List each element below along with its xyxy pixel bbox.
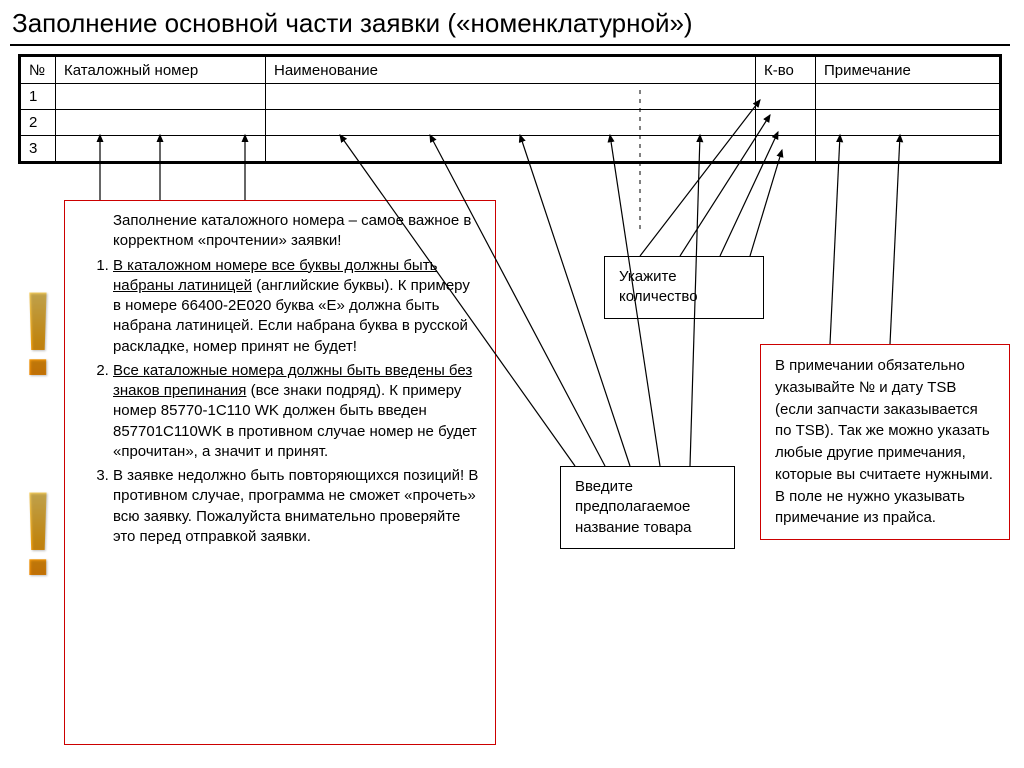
cell-name (266, 84, 756, 110)
table-row: 2 (20, 110, 1001, 136)
table-header-row: № Каталожный номер Наименование К-во При… (20, 56, 1001, 84)
col-header-qty: К-во (756, 56, 816, 84)
cell-num: 3 (20, 136, 56, 163)
cell-note (816, 110, 1001, 136)
name-callout: Введите предполагаемое название товара (560, 466, 735, 549)
quantity-callout: Укажите количество (604, 256, 764, 319)
cell-name (266, 110, 756, 136)
cell-cat (56, 136, 266, 163)
cell-num: 2 (20, 110, 56, 136)
col-header-cat: Каталожный номер (56, 56, 266, 84)
note-callout: В примечании обязательно указывайте № и … (760, 344, 1010, 540)
main-table: № Каталожный номер Наименование К-во При… (18, 54, 1002, 164)
cell-note (816, 136, 1001, 163)
cell-cat (56, 110, 266, 136)
callout-item: В заявке недолжно быть повторяющихся поз… (113, 466, 481, 547)
callout-intro: Заполнение каталожного номера – самое ва… (113, 211, 481, 252)
cell-cat (56, 84, 266, 110)
callout-item: В каталожном номере все буквы должны быт… (113, 256, 481, 357)
catalog-number-callout: Заполнение каталожного номера – самое ва… (64, 200, 496, 745)
callout-item: Все каталожные номера должны быть введен… (113, 361, 481, 462)
cell-num: 1 (20, 84, 56, 110)
col-header-num: № (20, 56, 56, 84)
cell-qty (756, 84, 816, 110)
cell-qty (756, 110, 816, 136)
col-header-name: Наименование (266, 56, 756, 84)
cell-qty (756, 136, 816, 163)
callout-rest: В заявке недолжно быть повторяющихся поз… (113, 467, 478, 545)
exclaim-icon: ! (18, 480, 50, 588)
cell-name (266, 136, 756, 163)
table-row: 1 (20, 84, 1001, 110)
title-underline (10, 44, 1010, 46)
page-title: Заполнение основной части заявки («номен… (12, 8, 693, 39)
callout-list: В каталожном номере все буквы должны быт… (79, 256, 481, 548)
cell-note (816, 84, 1001, 110)
table-row: 3 (20, 136, 1001, 163)
col-header-note: Примечание (816, 56, 1001, 84)
exclaim-icon: ! (18, 280, 50, 388)
